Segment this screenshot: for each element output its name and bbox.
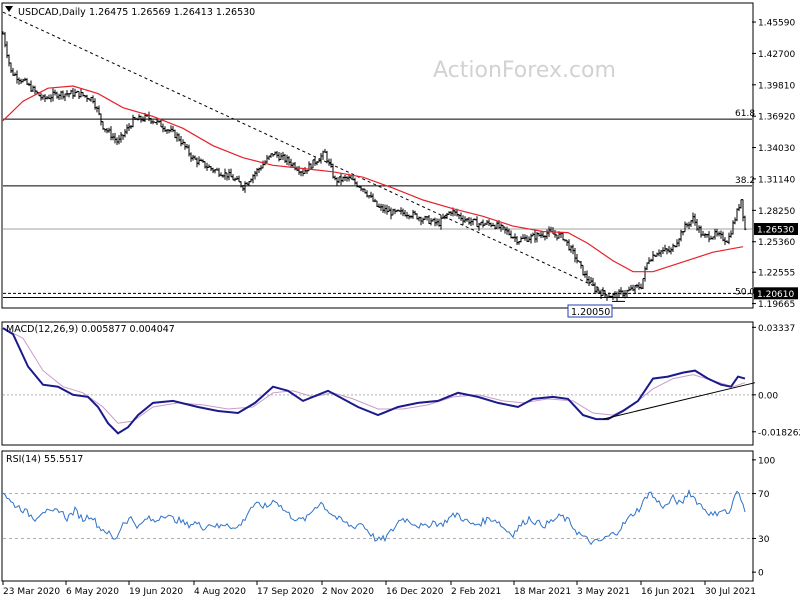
price-tick-label: 1.19665	[758, 300, 795, 310]
price-tick-label: 1.28250	[758, 207, 795, 217]
price-tick-label: 1.25360	[758, 238, 795, 248]
price-tick-label: 1.45590	[758, 19, 795, 29]
price-panel: ActionForex.com 61.8 38.2 50.0 1.20050 USD…	[1, 2, 798, 318]
support-label: 1.20610	[757, 290, 794, 300]
macd-line	[2, 327, 746, 435]
macd-tick-label: 0.03337	[758, 324, 795, 334]
collapse-triangle-icon[interactable]	[5, 6, 13, 12]
time-tick-label: 16 Dec 2020	[386, 587, 444, 597]
price-tick-label: 1.34030	[758, 144, 795, 154]
rsi-title: RSI(14) 55.5517	[6, 454, 83, 465]
last-price-badge	[754, 223, 798, 236]
macd-tick-label: -0.018262	[758, 428, 800, 438]
time-tick-label: 3 May 2021	[577, 587, 630, 597]
time-tick-label: 2 Nov 2020	[322, 587, 374, 597]
price-tick-label: 1.42700	[758, 50, 795, 60]
downtrend-line	[2, 11, 604, 291]
ohlc-bars	[1, 31, 747, 302]
price-tick-label: 1.31140	[758, 175, 795, 185]
fib-label-50-0: 50.0	[735, 288, 755, 298]
watermark: ActionForex.com	[433, 58, 616, 83]
ohlc-bar	[743, 215, 747, 231]
fib-label-38-2: 38.2	[735, 176, 755, 186]
price-tick-label: 1.22555	[758, 269, 795, 279]
time-tick-label: 19 Jun 2020	[129, 587, 183, 597]
rsi-tick-label: 0	[758, 569, 764, 579]
macd-trendline	[602, 382, 756, 420]
time-tick-label: 4 Aug 2020	[194, 587, 246, 597]
time-axis: 23 Mar 2020 6 May 2020 19 Jun 2020 4 Aug 20…	[2, 581, 756, 597]
fib-label-61-8: 61.8	[735, 109, 755, 119]
low-marker-box	[567, 304, 613, 318]
rsi-panel: RSI(14) 55.5517 100 70 30 0	[1, 450, 775, 582]
last-price-label: 1.26530	[757, 226, 794, 236]
rsi-tick-label: 30	[758, 535, 770, 545]
macd-panel: MACD(12,26,9) 0.005877 0.004047 0.03337 0…	[1, 321, 800, 446]
time-tick-label: 23 Mar 2020	[3, 587, 60, 597]
time-tick-label: 17 Sep 2020	[257, 587, 314, 597]
price-tick-label: 1.36920	[758, 113, 795, 123]
price-tick-label: 1.39810	[758, 81, 795, 91]
support-badge	[754, 287, 798, 300]
macd-tick-label: 0.00	[758, 391, 778, 401]
time-tick-label: 2 Feb 2021	[451, 587, 501, 597]
time-tick-label: 18 Mar 2021	[514, 587, 571, 597]
time-tick-label: 30 Jul 2021	[705, 587, 756, 597]
rsi-line	[2, 488, 746, 546]
rsi-tick-label: 70	[758, 490, 770, 500]
low-marker-label: 1.20050	[571, 307, 610, 318]
rsi-tick-label: 100	[758, 456, 775, 466]
time-tick-label: 16 Jun 2021	[641, 587, 695, 597]
moving-average-line	[2, 85, 744, 273]
time-tick-label: 6 May 2020	[66, 587, 119, 597]
ohlc-values: 1.26475 1.26569 1.26413 1.26530	[89, 7, 255, 18]
price-title: USDCAD,Daily	[18, 7, 86, 18]
macd-title: MACD(12,26,9) 0.005877 0.004047	[6, 324, 175, 335]
